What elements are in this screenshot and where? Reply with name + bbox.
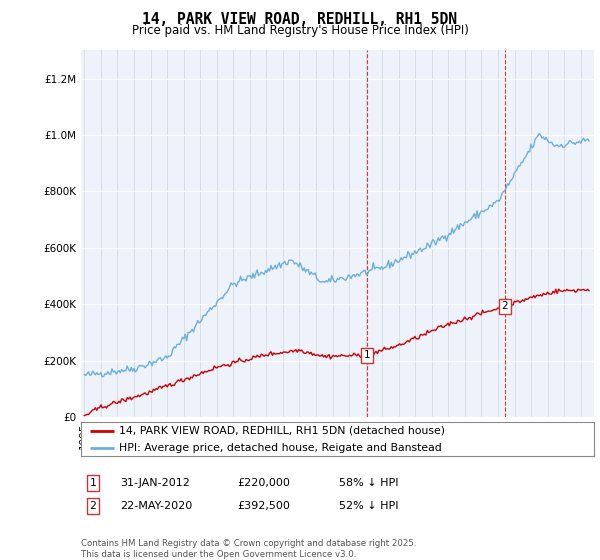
Text: 14, PARK VIEW ROAD, REDHILL, RH1 5DN: 14, PARK VIEW ROAD, REDHILL, RH1 5DN xyxy=(143,12,458,27)
Text: Contains HM Land Registry data © Crown copyright and database right 2025.
This d: Contains HM Land Registry data © Crown c… xyxy=(81,539,416,559)
Text: Price paid vs. HM Land Registry's House Price Index (HPI): Price paid vs. HM Land Registry's House … xyxy=(131,24,469,36)
Text: £392,500: £392,500 xyxy=(237,501,290,511)
Text: 1: 1 xyxy=(89,478,97,488)
Text: 2: 2 xyxy=(89,501,97,511)
Text: 22-MAY-2020: 22-MAY-2020 xyxy=(120,501,192,511)
Text: HPI: Average price, detached house, Reigate and Banstead: HPI: Average price, detached house, Reig… xyxy=(119,443,442,453)
Text: £220,000: £220,000 xyxy=(237,478,290,488)
Text: 2: 2 xyxy=(502,301,508,311)
Text: 58% ↓ HPI: 58% ↓ HPI xyxy=(339,478,398,488)
Text: 1: 1 xyxy=(364,350,370,360)
Text: 52% ↓ HPI: 52% ↓ HPI xyxy=(339,501,398,511)
Text: 14, PARK VIEW ROAD, REDHILL, RH1 5DN (detached house): 14, PARK VIEW ROAD, REDHILL, RH1 5DN (de… xyxy=(119,426,445,436)
Text: 31-JAN-2012: 31-JAN-2012 xyxy=(120,478,190,488)
